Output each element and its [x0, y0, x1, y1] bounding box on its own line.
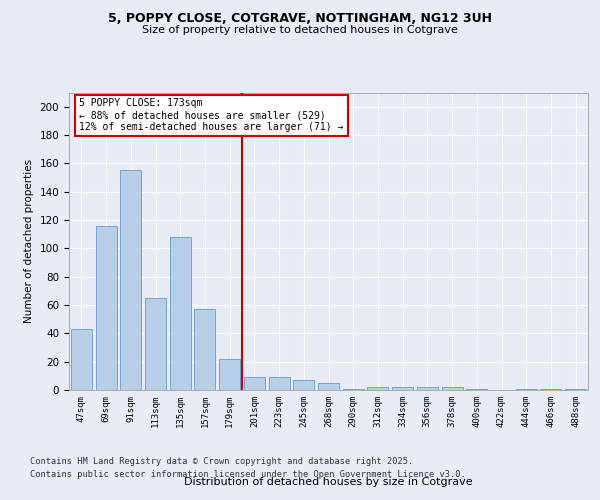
- Bar: [466, 388, 487, 390]
- Bar: [219, 359, 240, 390]
- Bar: [170, 237, 191, 390]
- Bar: [194, 309, 215, 390]
- Bar: [71, 329, 92, 390]
- Bar: [516, 388, 537, 390]
- Bar: [318, 383, 339, 390]
- Bar: [145, 298, 166, 390]
- Text: 5, POPPY CLOSE, COTGRAVE, NOTTINGHAM, NG12 3UH: 5, POPPY CLOSE, COTGRAVE, NOTTINGHAM, NG…: [108, 12, 492, 26]
- Bar: [367, 387, 388, 390]
- Bar: [293, 380, 314, 390]
- Bar: [95, 226, 116, 390]
- Text: Contains HM Land Registry data © Crown copyright and database right 2025.: Contains HM Land Registry data © Crown c…: [30, 458, 413, 466]
- Text: Size of property relative to detached houses in Cotgrave: Size of property relative to detached ho…: [142, 25, 458, 35]
- Bar: [417, 387, 438, 390]
- Bar: [269, 377, 290, 390]
- Bar: [442, 387, 463, 390]
- Text: 5 POPPY CLOSE: 173sqm
← 88% of detached houses are smaller (529)
12% of semi-det: 5 POPPY CLOSE: 173sqm ← 88% of detached …: [79, 98, 344, 132]
- Bar: [541, 388, 562, 390]
- Y-axis label: Number of detached properties: Number of detached properties: [24, 159, 34, 324]
- Bar: [120, 170, 141, 390]
- Bar: [565, 388, 586, 390]
- Text: Contains public sector information licensed under the Open Government Licence v3: Contains public sector information licen…: [30, 470, 466, 479]
- Bar: [392, 387, 413, 390]
- X-axis label: Distribution of detached houses by size in Cotgrave: Distribution of detached houses by size …: [184, 477, 473, 487]
- Bar: [343, 388, 364, 390]
- Bar: [244, 377, 265, 390]
